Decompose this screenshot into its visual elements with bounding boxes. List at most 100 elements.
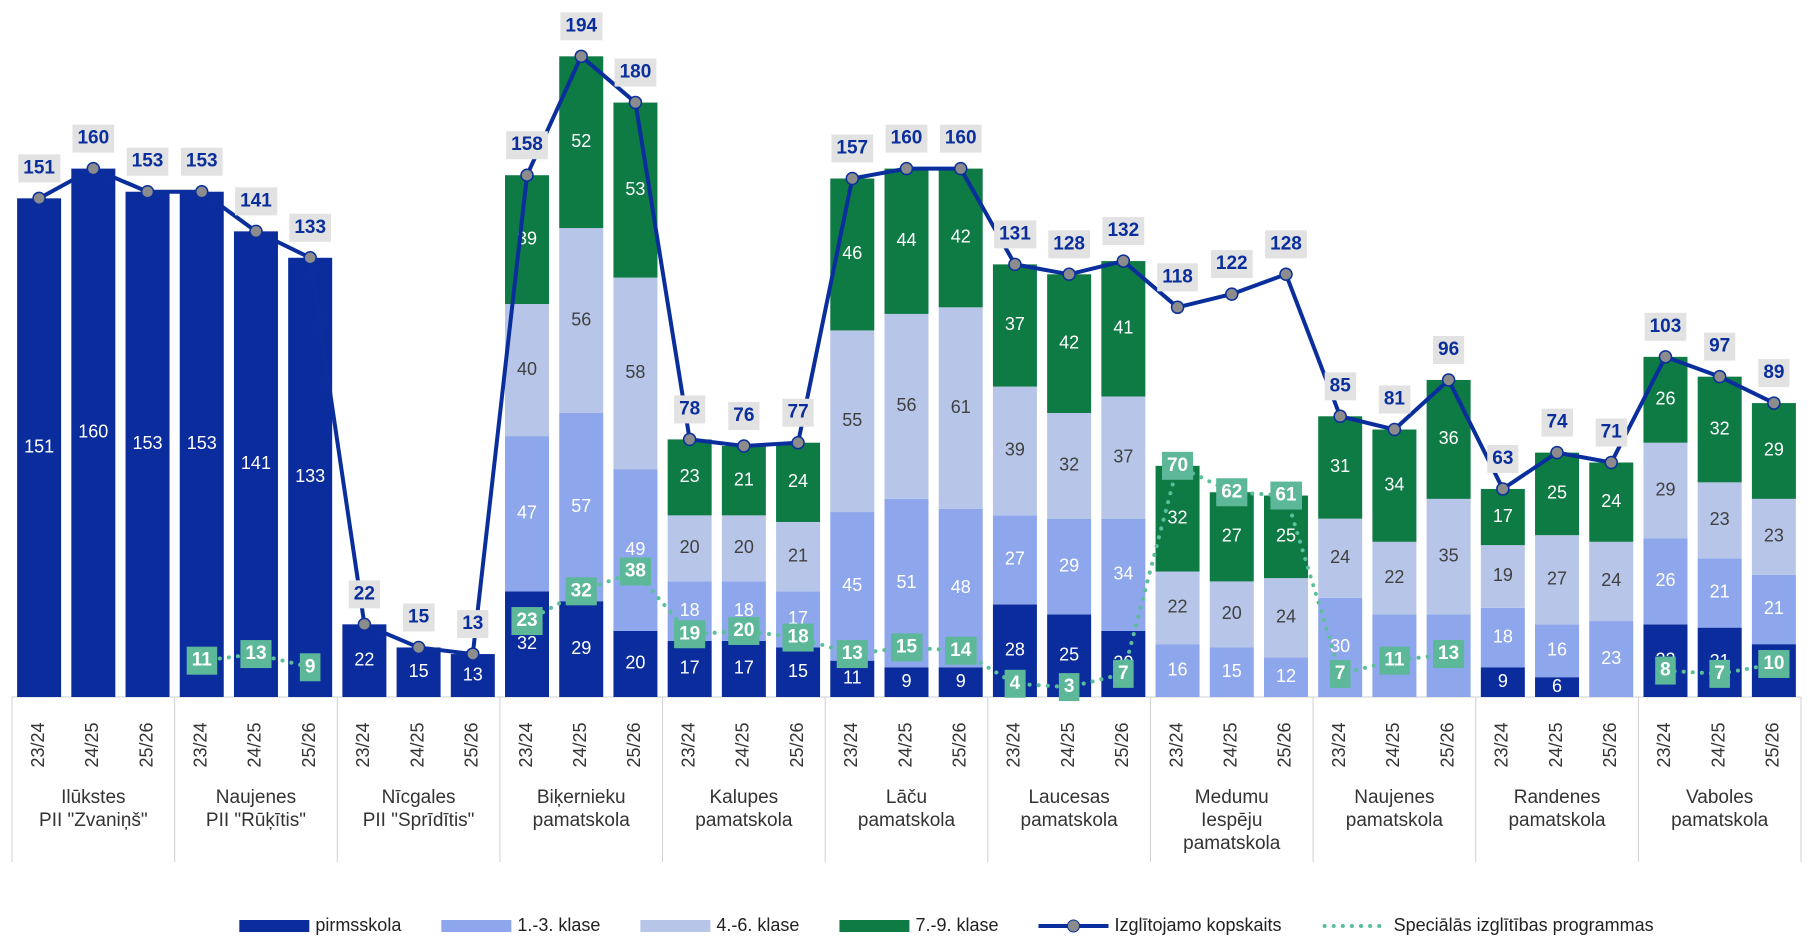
bar-segment bbox=[1751, 403, 1796, 499]
bar-value-label: 15 bbox=[409, 661, 429, 681]
total-label-group: 15 bbox=[403, 603, 435, 632]
x-tick-label: 23/24 bbox=[516, 722, 536, 767]
special-label-box bbox=[1113, 659, 1134, 688]
total-label-group: 158 bbox=[506, 131, 548, 160]
total-label: 141 bbox=[240, 190, 272, 211]
total-label-box bbox=[1157, 263, 1198, 292]
total-label-box bbox=[674, 395, 706, 424]
total-label-group: 160 bbox=[939, 124, 982, 153]
bar-value-label: 23 bbox=[1710, 509, 1730, 529]
bar-value-label: 6 bbox=[1552, 676, 1562, 696]
x-tick-label: 23/24 bbox=[190, 722, 210, 767]
legend-item: 7.-9. klase bbox=[839, 915, 998, 935]
bar-value-label: 51 bbox=[896, 572, 916, 592]
total-label: 15 bbox=[408, 606, 430, 627]
total-label: 97 bbox=[1709, 336, 1730, 357]
bar-segment bbox=[559, 228, 604, 413]
special-label: 18 bbox=[788, 627, 809, 648]
total-label-box bbox=[126, 147, 169, 176]
total-marker bbox=[249, 224, 263, 239]
special-label: 13 bbox=[842, 643, 863, 664]
total-marker bbox=[791, 435, 805, 450]
legend-label: Izglītojamo kopskaits bbox=[1114, 915, 1281, 935]
legend: pirmsskola 1.-3. klase 4.-6. klase 7.-9. kl… bbox=[239, 915, 1654, 935]
special-label: 19 bbox=[679, 623, 700, 644]
bar-segment bbox=[1480, 488, 1525, 546]
special-label-box bbox=[1216, 478, 1248, 507]
total-marker bbox=[357, 617, 372, 632]
bar-value-label: 32 bbox=[1168, 507, 1188, 527]
special-label-group: 61 bbox=[1270, 481, 1302, 510]
bar-segment bbox=[884, 667, 929, 697]
bar-segment bbox=[776, 442, 821, 522]
group-label: Laucesas pamatskola bbox=[1020, 787, 1118, 831]
x-tick-label: 25/26 bbox=[949, 722, 969, 767]
bar-segment bbox=[992, 264, 1037, 387]
x-tick-label: 25/26 bbox=[787, 722, 807, 767]
total-marker bbox=[682, 432, 697, 447]
total-label: 118 bbox=[1162, 266, 1193, 287]
x-tick-label: 24/25 bbox=[245, 722, 265, 767]
bar-segment bbox=[1263, 578, 1308, 658]
bar-value-label: 31 bbox=[1330, 456, 1350, 476]
bar-value-label: 13 bbox=[463, 664, 483, 684]
bar-segment bbox=[1589, 621, 1634, 697]
total-marker bbox=[845, 171, 860, 186]
bar-value-label: 35 bbox=[1439, 545, 1459, 565]
total-label-box bbox=[348, 580, 380, 609]
bar-value-label: 15 bbox=[1222, 661, 1242, 681]
special-label-box bbox=[945, 636, 977, 665]
special-label: 8 bbox=[1660, 660, 1671, 681]
x-tick-label: 24/25 bbox=[733, 722, 753, 767]
bar-segment bbox=[1697, 376, 1742, 483]
bar-segment bbox=[1697, 482, 1742, 559]
x-tick-label: 23/24 bbox=[678, 722, 698, 767]
bar-segment bbox=[830, 512, 875, 661]
total-marker bbox=[1387, 422, 1402, 437]
bar-value-label: 20 bbox=[1222, 603, 1242, 623]
bar-segment bbox=[1209, 581, 1254, 648]
total-label: 71 bbox=[1601, 422, 1623, 443]
total-label-group: 180 bbox=[614, 58, 657, 87]
total-label: 63 bbox=[1492, 448, 1513, 469]
total-label-group: 131 bbox=[994, 220, 1037, 249]
bar-segment bbox=[1535, 624, 1580, 678]
total-label-box bbox=[1595, 418, 1628, 447]
total-label-box bbox=[1265, 230, 1307, 259]
total-marker bbox=[1170, 300, 1185, 315]
bar-value-label: 57 bbox=[571, 496, 591, 516]
total-label: 78 bbox=[679, 398, 700, 419]
total-label: 160 bbox=[945, 128, 977, 149]
x-tick-label: 25/26 bbox=[624, 722, 644, 767]
bar-value-label: 44 bbox=[896, 230, 916, 250]
total-label-box bbox=[403, 603, 435, 632]
total-label-box bbox=[235, 187, 278, 216]
total-label-group: 81 bbox=[1378, 385, 1411, 414]
bar-segment bbox=[1047, 274, 1092, 413]
bar-value-label: 55 bbox=[842, 410, 862, 430]
x-tick-label: 24/25 bbox=[1708, 722, 1728, 767]
bar-segment bbox=[179, 191, 224, 698]
bar-segment bbox=[1155, 571, 1200, 645]
total-label-box bbox=[939, 124, 982, 153]
total-marker bbox=[574, 49, 588, 64]
bar-value-label: 15 bbox=[788, 661, 808, 681]
total-marker bbox=[466, 647, 480, 661]
total-label-group: 153 bbox=[126, 147, 169, 176]
bar-value-label: 49 bbox=[625, 539, 645, 559]
bar-value-label: 32 bbox=[517, 633, 537, 653]
bar-value-label: 27 bbox=[1547, 569, 1567, 589]
total-label: 180 bbox=[620, 62, 652, 83]
bar-value-label: 19 bbox=[1493, 565, 1513, 585]
special-label-group: 8 bbox=[1655, 656, 1676, 685]
bar-segment bbox=[776, 647, 821, 697]
bar-segment bbox=[1372, 429, 1417, 542]
total-label-group: 122 bbox=[1210, 250, 1253, 279]
special-label: 7 bbox=[1714, 663, 1725, 684]
total-label-group: 63 bbox=[1487, 444, 1519, 473]
bar-value-label: 160 bbox=[78, 422, 108, 442]
total-label-box bbox=[1704, 332, 1736, 361]
special-label-box bbox=[1655, 656, 1676, 685]
bar-value-label: 17 bbox=[788, 608, 808, 628]
